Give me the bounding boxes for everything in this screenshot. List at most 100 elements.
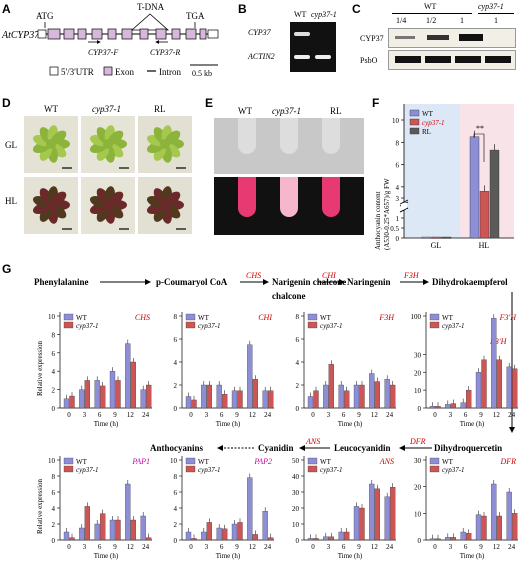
g-xtick: 6 (342, 411, 346, 419)
g-xtick: 24 (142, 543, 150, 551)
exon-box (139, 28, 149, 40)
g-bar (201, 531, 207, 541)
f-ytick: 0 (396, 235, 400, 243)
c-lane-2: 1/2 (426, 16, 437, 25)
f-legend-label: WT (422, 110, 434, 118)
compound-naringenin: Naringenin (347, 277, 391, 287)
g-bar (94, 523, 100, 541)
panel-d-letter: D (2, 96, 11, 110)
g-bar (384, 496, 390, 541)
g-xtick: 24 (386, 411, 394, 419)
f-xtick: HL (479, 241, 490, 250)
extract-photo-hl (214, 177, 364, 235)
f-ytick: 4 (396, 184, 400, 192)
g-bar (466, 389, 472, 409)
g-bar (94, 380, 100, 409)
g-bar (237, 522, 243, 541)
g-bar (69, 395, 75, 409)
g-bar (185, 396, 192, 409)
gel-band (315, 55, 331, 59)
e-col-mut: cyp37-1 (272, 106, 301, 116)
g-legend-swatch (63, 321, 74, 329)
panel-f-letter: F (372, 96, 380, 110)
plant-photo (24, 177, 78, 234)
f-bar (431, 236, 442, 239)
g-ytick: 10 (414, 387, 422, 395)
g-bar (191, 538, 197, 541)
g-ytick: 8 (174, 313, 178, 321)
g-chart-title: PAP2 (253, 457, 272, 466)
g-bar (140, 389, 146, 409)
f-ylabel-2: (A530-0.25*A657)/g FW (383, 178, 391, 250)
western-blot-cyp37 (388, 28, 516, 48)
atg-label: ATG (36, 11, 54, 21)
g-legend-label: cyp37-1 (198, 322, 221, 330)
g-bar (206, 384, 212, 409)
g-bar (222, 394, 228, 409)
f-bar (469, 136, 480, 239)
g-bar (344, 531, 350, 541)
g-ytick: 20 (414, 369, 422, 377)
g-ytick: 0 (174, 405, 178, 413)
g-ytick: 100 (411, 313, 422, 321)
f-legend-swatch (409, 127, 420, 135)
g-bar (429, 538, 436, 541)
g-legend-swatch (307, 465, 318, 473)
g-bar (506, 491, 512, 541)
d-col-wt: WT (44, 104, 58, 114)
gel-band (294, 32, 310, 36)
g-ytick: 40 (292, 473, 300, 481)
g-xtick: 0 (189, 411, 193, 419)
d-row-gl: GL (5, 140, 17, 150)
gene-structure-diagram: AtCYP37 ATG TGA T-DNA CYP37-F CYP37-R 5'… (1, 2, 219, 78)
g-bar (323, 384, 329, 409)
g-xtick: 9 (113, 543, 117, 551)
f-legend-label: cyp37-1 (422, 119, 445, 127)
primer-f-label: CYP37-F (88, 48, 118, 57)
g-ytick: 0 (174, 537, 178, 545)
g-ytick: 30 (414, 351, 422, 359)
g-bar (512, 513, 518, 541)
g-chart-title: PAP1 (131, 457, 150, 466)
g-xlabel: Time (h) (338, 552, 363, 560)
g-bar (359, 507, 365, 541)
c-row-psbo: PsbO (360, 56, 378, 65)
g-legend-label: cyp37-1 (442, 322, 465, 330)
exon-box (121, 28, 133, 40)
b-col-mut: cyp37-1 (311, 10, 337, 19)
g-bar (237, 390, 243, 409)
g-legend-label: WT (320, 314, 332, 322)
g-bar (369, 483, 375, 541)
g-legend-label: cyp37-1 (76, 322, 99, 330)
g-bar (338, 384, 344, 409)
g-ytick: 10 (292, 521, 300, 529)
e-col-rl: RL (330, 106, 342, 116)
g-legend-swatch (63, 457, 74, 465)
g-bar (206, 522, 212, 541)
g-bar (313, 538, 319, 541)
g-legend-swatch (63, 313, 74, 321)
g-ytick: 4 (296, 359, 300, 367)
g-bar (268, 537, 274, 541)
g-ytick: 6 (174, 489, 178, 497)
g-bar (435, 406, 441, 409)
g-xtick: 12 (493, 543, 501, 551)
compound-leucocyanidin: Leucocyanidin (334, 443, 391, 453)
g-xtick: 24 (386, 543, 394, 551)
g-ytick: 30 (414, 457, 422, 465)
g-xlabel: Time (h) (94, 420, 119, 428)
g-xtick: 12 (249, 411, 257, 419)
side-arrow (509, 292, 515, 433)
g-xtick: 9 (357, 543, 361, 551)
g-bar (328, 364, 334, 409)
g-xtick: 3 (327, 411, 331, 419)
g-bar (191, 399, 197, 409)
g-ytick: 10 (414, 510, 422, 518)
g-bar (460, 402, 466, 409)
g-bar (491, 318, 497, 409)
panel-e-letter: E (205, 96, 214, 110)
g-xtick: 6 (220, 411, 224, 419)
g-xtick: 9 (235, 543, 239, 551)
western-blot-psbo (388, 50, 516, 70)
g-bar (247, 477, 253, 541)
